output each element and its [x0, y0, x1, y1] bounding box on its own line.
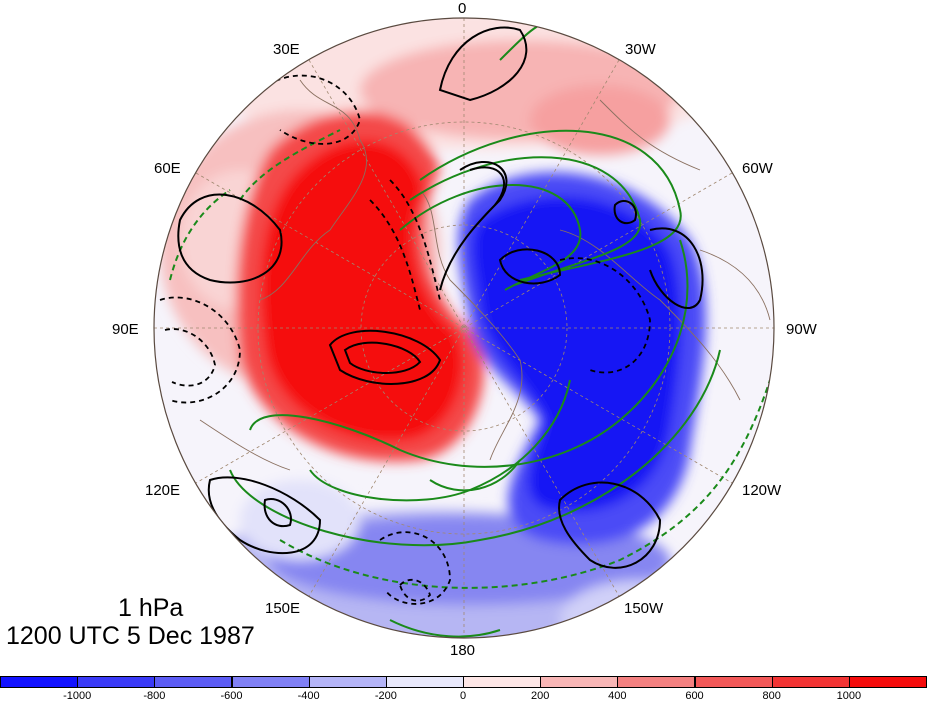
lon-label-180: 180: [450, 642, 476, 659]
lon-label-90w: 90W: [786, 321, 817, 338]
colorbar-tick-label: -400: [297, 690, 320, 702]
lon-label-150e: 150E: [265, 600, 301, 617]
colorbar-tick-label: -1000: [63, 690, 92, 702]
colorbar-box: [385, 676, 464, 688]
lon-label-60e: 60E: [154, 160, 181, 177]
lon-label-150w: 150W: [624, 600, 664, 617]
level-label: 1 hPa: [118, 594, 184, 622]
colorbar-box: [463, 676, 542, 688]
colorbar: -1000 -800 -600 -400 -200 0 200 400 600 800 1000: [0, 676, 928, 702]
lon-label-90e: 90E: [112, 321, 139, 338]
colorbar-box: [0, 676, 79, 688]
colorbar-box: [694, 676, 773, 688]
colorbar-tick-label: 400: [608, 690, 627, 702]
colorbar-tick-label: 800: [762, 690, 781, 702]
shading-layer: [154, 18, 774, 638]
lon-label-30w: 30W: [625, 41, 656, 58]
colorbar-tick-label: -200: [374, 690, 397, 702]
black-dashed-contours: [159, 74, 651, 605]
map-boundary: [153, 17, 775, 639]
colorbar-tick-label: -600: [220, 690, 243, 702]
time-label: 1200 UTC 5 Dec 1987: [6, 622, 255, 650]
colorbar-tick-label: 600: [685, 690, 704, 702]
colorbar-box: [771, 676, 850, 688]
colorbar-tick-label: -800: [143, 690, 166, 702]
colorbar-tick-label: 0: [459, 690, 467, 702]
lon-label-60w: 60W: [742, 160, 773, 177]
lon-label-30e: 30E: [273, 41, 300, 58]
colorbar-box: [154, 676, 233, 688]
lon-label-120e: 120E: [145, 482, 181, 499]
colorbar-box: [617, 676, 696, 688]
colorbar-tick-label: 1000: [836, 690, 862, 702]
black-contours: [177, 26, 704, 569]
lon-label-0: 0: [458, 0, 467, 17]
lon-label-120w: 120W: [742, 482, 782, 499]
colorbar-box: [308, 676, 387, 688]
coastlines: [199, 79, 771, 471]
colorbar-box: [77, 676, 156, 688]
colorbar-box: [540, 676, 619, 688]
colorbar-tick-label: 200: [530, 690, 550, 702]
graticule: [154, 18, 774, 638]
colorbar-box: [848, 676, 927, 688]
colorbar-box: [231, 676, 310, 688]
